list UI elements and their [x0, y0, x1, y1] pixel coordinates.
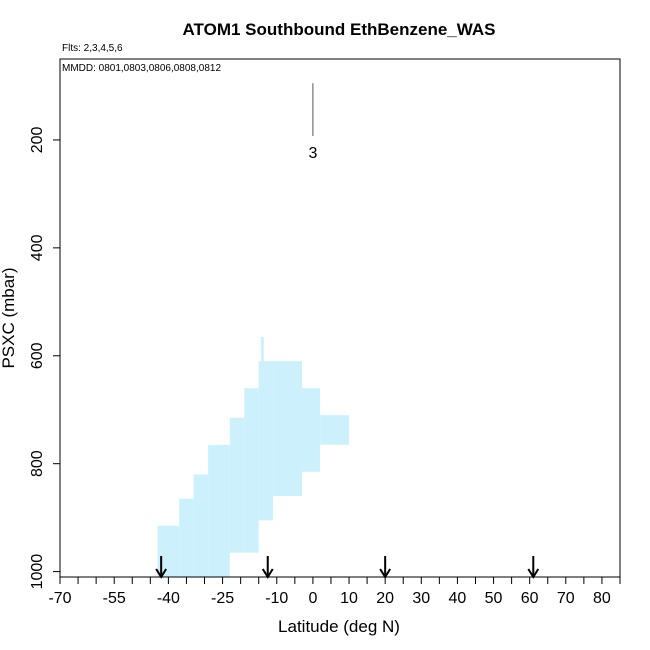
x-tick-label: 80: [593, 590, 611, 607]
data-cell: [273, 361, 303, 497]
x-tick-label: 70: [557, 590, 575, 607]
plot-area: -70 -55 -40 -25 -10 0 10 20 30 40 50 60 70 80 200 400 60…: [29, 58, 621, 607]
data-cell: [244, 388, 259, 553]
flights-note: Flts: 2,3,4,5,6: [62, 43, 123, 54]
x-tick-label: -40: [157, 590, 180, 607]
x-tick-label: 0: [308, 590, 317, 607]
down-arrow: [527, 556, 540, 579]
x-tick-label: 50: [485, 590, 503, 607]
x-tick-label: -25: [211, 590, 234, 607]
data-cell: [179, 498, 194, 577]
down-arrow-head: [527, 568, 540, 579]
down-arrow-head: [155, 568, 168, 579]
y-tick-label: 200: [29, 126, 46, 153]
chart-title: ATOM1 Southbound EthBenzene_WAS: [183, 20, 496, 39]
x-tick-label: 20: [376, 590, 394, 607]
data-cell: [302, 388, 321, 472]
y-tick-label: 1000: [29, 554, 46, 590]
down-arrow: [155, 556, 168, 579]
data-cell: [258, 361, 274, 521]
x-tick-label: 30: [412, 590, 430, 607]
x-tick-label: 40: [449, 590, 467, 607]
y-tick-label: 600: [29, 342, 46, 369]
data-cell: [157, 525, 180, 577]
data-cell: [229, 417, 245, 553]
flight-marker-label: 3: [308, 145, 317, 162]
x-tick-label: -55: [103, 590, 126, 607]
down-arrow-head: [261, 568, 274, 579]
x-tick-label: -70: [48, 590, 71, 607]
x-tick-label: -10: [265, 590, 288, 607]
y-axis-label: PSXC (mbar): [0, 267, 18, 368]
y-tick-label: 800: [29, 450, 46, 477]
down-arrow-head: [379, 568, 392, 579]
x-axis-label: Latitude (deg N): [278, 617, 400, 636]
x-tick-label: 10: [340, 590, 358, 607]
down-arrow: [379, 556, 392, 579]
data-cell: [320, 415, 350, 445]
data-cell: [193, 474, 209, 577]
down-arrow: [261, 556, 274, 579]
data-cell: [260, 336, 264, 362]
x-tick-label: 60: [521, 590, 539, 607]
plot-frame: [59, 58, 621, 578]
dates-note: MMDD: 0801,0803,0806,0808,0812: [62, 63, 221, 74]
data-cell: [208, 444, 230, 577]
y-tick-label: 400: [29, 234, 46, 261]
